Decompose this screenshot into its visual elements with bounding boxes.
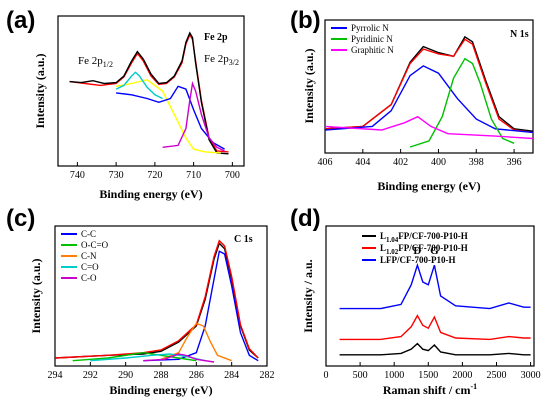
panel-a-corner-label: Fe 2p [204, 32, 228, 43]
panel-d-legend: L1.04FP/CF-700-P10-HL1.02FP/CF-700-P10-H… [362, 231, 468, 265]
panel-d-series-line-1 [339, 314, 531, 341]
panel-c-x-tick-label-2: 290 [118, 370, 133, 381]
panel-b-x-tick-label-0: 406 [318, 157, 333, 168]
panel-b-series-line-1 [324, 38, 534, 134]
panel-b-series [324, 35, 534, 148]
panel-a: (a) Fe 2p Fe 2p1/2 Fe 2p3/2 740 730 720 710… [6, 7, 245, 201]
panel-d-series [339, 262, 531, 356]
panel-b-series-line-2 [324, 65, 534, 134]
panel-c-x-tick-label-1: 292 [83, 370, 98, 381]
panel-c-series-line-6 [143, 353, 215, 363]
panel-c-legend-label-2: C-N [81, 251, 97, 261]
panel-c-legend-label-0: C-C [81, 229, 96, 239]
panel-d-x-tick-label-3: 1500 [418, 370, 438, 381]
panel-b-legend-label-2: Graphitic N [351, 45, 394, 55]
panel-d-peak-label-D: D [413, 245, 421, 257]
panel-c-legend: C-CO-C=OC-NC=OC-O [61, 229, 109, 283]
panel-a-x-tick-label-3: 710 [186, 170, 201, 181]
panel-a-series-line-5 [162, 80, 225, 152]
panel-a-x-tick-label-2: 720 [147, 170, 162, 181]
panel-c-x-tick-label-4: 286 [189, 370, 204, 381]
panel-c-series-line-2 [143, 250, 259, 362]
panel-a-ylabel: Intensity (a.u.) [33, 53, 47, 128]
panel-a-x-ticks: 740 730 720 710 700 [70, 162, 240, 181]
panel-b-ylabel: Intensity (a.u.) [302, 48, 316, 123]
panel-c-series-line-1 [54, 239, 259, 359]
panel-c-x-tick-label-6: 282 [260, 370, 275, 381]
panel-b-x-tick-label-4: 398 [469, 157, 484, 168]
panel-c-x-tick-label-5: 284 [224, 370, 239, 381]
panel-b-label: (b) [290, 7, 321, 34]
panel-a-frame [57, 15, 245, 167]
panel-c-corner-label: C 1s [234, 234, 253, 245]
panel-a-xlabel: Binding energy (eV) [99, 187, 202, 201]
panel-c-x-ticks: 294 292 290 288 286 284 282 [48, 362, 275, 381]
panel-a-label: (a) [6, 7, 35, 34]
panel-a-series-line-4 [116, 85, 225, 150]
panel-b-x-tick-label-3: 400 [431, 157, 446, 168]
panel-c-x-tick-label-3: 288 [154, 370, 169, 381]
panel-a-series-line-2 [115, 79, 221, 154]
panel-d-legend-label-0: L1.04FP/CF-700-P10-H [380, 231, 468, 244]
panel-d-legend-label-1: L1.02FP/CF-700-P10-H [380, 243, 468, 256]
panel-c-ylabel: Intensity (a.u.) [29, 258, 43, 333]
panel-c-series [54, 239, 259, 363]
panel-d-x-tick-label-0: 0 [324, 370, 329, 381]
panel-a-series-line-1 [69, 31, 229, 155]
panel-b-corner-label: N 1s [510, 29, 529, 40]
panel-d-xlabel: Raman shift / cm-1 [383, 382, 477, 397]
panel-c-legend-label-3: C=O [81, 262, 99, 272]
panel-c-label: (c) [6, 205, 35, 232]
panel-d: (d) L1.04FP/CF-700-P10-HL1.02FP/CF-700-P… [290, 205, 541, 397]
panel-a-annotation-fe2p32: Fe 2p3/2 [204, 53, 239, 67]
panel-a-x-tick-label-0: 740 [70, 170, 85, 181]
panel-b-x-tick-label-2: 402 [393, 157, 408, 168]
panel-c-xlabel: Binding energy (eV) [109, 383, 212, 397]
panel-d-x-tick-label-5: 2500 [486, 370, 506, 381]
panel-d-series-line-2 [339, 262, 531, 310]
panel-d-x-tick-label-6: 3000 [521, 370, 541, 381]
panel-b-frame [324, 19, 534, 154]
panel-d-legend-label-2: LFP/CF-700-P10-H [380, 255, 456, 265]
panel-b-legend-label-1: Pyridinic N [351, 34, 393, 44]
panel-d-peak-label-G: G [430, 245, 439, 257]
panel-c-legend-label-4: C-O [81, 273, 97, 283]
panel-a-x-tick-label-1: 730 [109, 170, 124, 181]
panel-c: (c) C 1s C-CO-C=OC-NC=OC-O 294 292 290 288 2… [6, 205, 275, 397]
panel-a-x-tick-label-4: 700 [225, 170, 240, 181]
panel-d-x-tick-label-2: 1000 [384, 370, 404, 381]
panel-b-series-line-4 [324, 115, 534, 140]
panel-a-series [69, 31, 229, 155]
panel-a-series-line-3 [115, 71, 163, 100]
panel-b-x-ticks: 406 404 402 400 398 396 [318, 149, 522, 168]
panel-b-x-tick-label-1: 404 [355, 157, 370, 168]
panel-b-xlabel: Binding energy (eV) [377, 179, 480, 193]
panel-b-legend-label-0: Pyrrolic N [351, 23, 389, 33]
panel-d-label: (d) [290, 205, 321, 232]
panel-d-ylabel: Intensity / a.u. [301, 259, 315, 332]
panel-c-series-line-3 [160, 322, 232, 362]
panel-d-x-tick-label-1: 500 [353, 370, 368, 381]
panel-c-series-line-4 [72, 351, 197, 362]
panel-b-x-tick-label-5: 396 [507, 157, 522, 168]
panel-c-legend-label-1: O-C=O [81, 240, 109, 250]
panel-d-x-tick-label-4: 2000 [452, 370, 472, 381]
panel-d-series-line-0 [339, 342, 531, 356]
panel-d-x-ticks: 0 500 1000 1500 2000 2500 3000 [324, 362, 541, 381]
panel-a-annotation-fe2p12: Fe 2p1/2 [78, 55, 113, 69]
panel-c-x-tick-label-0: 294 [48, 370, 63, 381]
panel-d-frame [325, 225, 535, 367]
